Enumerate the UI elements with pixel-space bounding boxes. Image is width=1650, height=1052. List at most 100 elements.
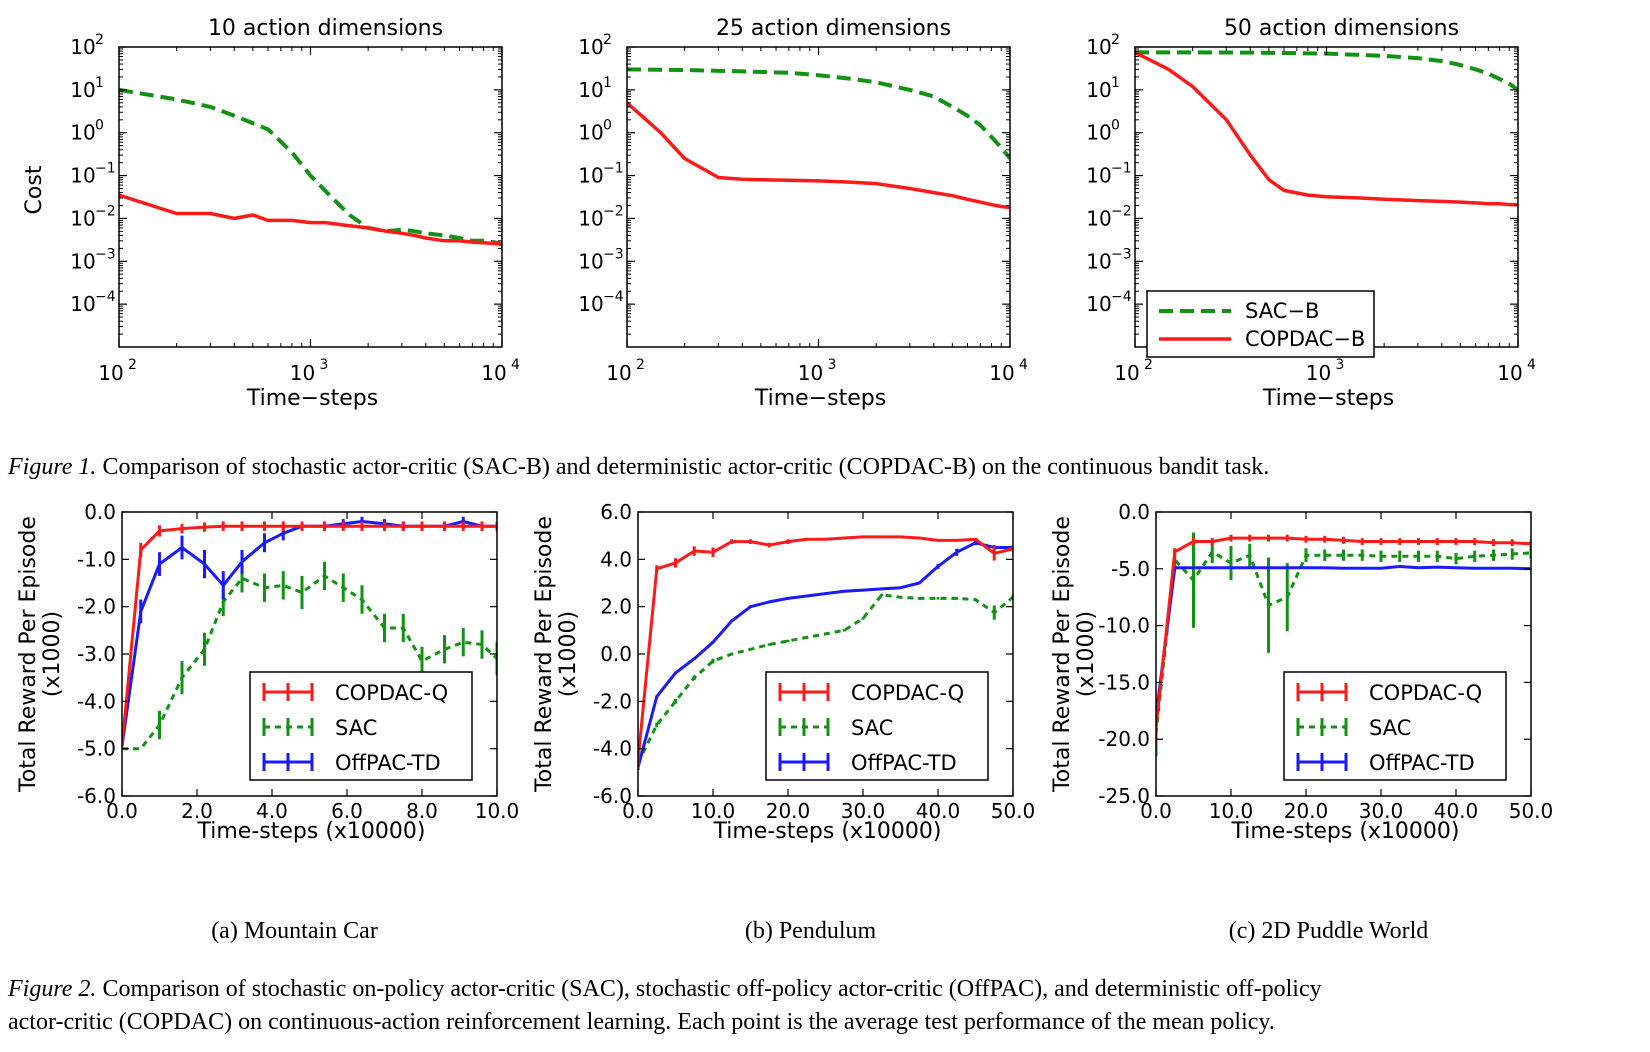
x-tick-label: 10 bbox=[606, 361, 631, 385]
x-tick-label: 0.0 bbox=[622, 799, 654, 823]
series-line-copdac-b bbox=[1135, 50, 1518, 207]
series-line bbox=[122, 524, 497, 747]
x-tick-label: 20.0 bbox=[766, 799, 811, 823]
y-tick-label: -2.0 bbox=[77, 595, 116, 619]
x-tick-label: 10 bbox=[798, 361, 823, 385]
y-tick-exponent: −2 bbox=[1111, 203, 1132, 219]
y-tick-exponent: 2 bbox=[1111, 32, 1120, 48]
x-tick-label: 10 bbox=[98, 361, 123, 385]
x-tick-exponent: 2 bbox=[1144, 357, 1153, 373]
y-tick-exponent: −1 bbox=[1111, 161, 1132, 177]
y-tick-label: -25.0 bbox=[1098, 784, 1150, 808]
legend-label-sac: SAC bbox=[1369, 716, 1411, 740]
y-tick-exponent: 2 bbox=[603, 32, 612, 48]
legend-label-sac: SAC bbox=[851, 716, 893, 740]
x-tick-exponent: 4 bbox=[1019, 357, 1028, 373]
y-tick-label: 10 bbox=[1086, 164, 1111, 188]
legend-label-sac-b: SAC−B bbox=[1245, 299, 1319, 323]
y-tick-label: 10 bbox=[70, 121, 95, 145]
y-tick-exponent: 0 bbox=[603, 118, 612, 134]
x-tick-exponent: 3 bbox=[828, 357, 837, 373]
figure1-caption: Figure 1. Comparison of stochastic actor… bbox=[7, 454, 1269, 480]
x-tick-label: 10 bbox=[1497, 361, 1522, 385]
figure1-caption-label: Figure 1. bbox=[7, 454, 102, 480]
y-tick-label: 4.0 bbox=[600, 547, 632, 571]
x-tick-label: 0.0 bbox=[1140, 799, 1172, 823]
x-axis-label: Time-steps (x10000) bbox=[1231, 819, 1460, 844]
y-tick-exponent: −4 bbox=[95, 289, 116, 305]
series-sac bbox=[638, 593, 1013, 766]
y-tick-label: 10 bbox=[1086, 206, 1111, 230]
legend-label-copdac-q: COPDAC-Q bbox=[1369, 681, 1482, 705]
y-tick-label: 10 bbox=[70, 292, 95, 316]
legend-label-copdac-q: COPDAC-Q bbox=[851, 681, 964, 705]
y-tick-label: 10 bbox=[70, 78, 95, 102]
figure2-caption-label: Figure 2. bbox=[7, 976, 102, 1002]
y-tick-label: 10 bbox=[578, 249, 603, 273]
x-tick-label: 20.0 bbox=[1284, 799, 1329, 823]
y-axis-label: Total Reward Per Episode bbox=[532, 516, 557, 793]
y-tick-exponent: −3 bbox=[95, 246, 116, 262]
y-tick-exponent: −3 bbox=[603, 246, 624, 262]
y-tick-exponent: −1 bbox=[603, 161, 624, 177]
cost-chart-2: 10 2 10 3 10 410 210 110 010 −110 −210 −310 −425 act… bbox=[578, 16, 1028, 411]
x-tick-label: 8.0 bbox=[406, 799, 438, 823]
legend-label-copdac-q: COPDAC-Q bbox=[335, 681, 448, 705]
figure1-caption-text: Figure 1. Comparison of stochastic actor… bbox=[7, 454, 1269, 480]
legend-figure1: SAC−B COPDAC−B bbox=[1146, 290, 1375, 358]
y-tick-label: -2.0 bbox=[593, 689, 632, 713]
series-line-copdac-b bbox=[627, 101, 1010, 210]
y-axis-label-units: (x1000) bbox=[40, 611, 65, 697]
y-tick-label: 10 bbox=[70, 249, 95, 273]
x-tick-label: 30.0 bbox=[841, 799, 886, 823]
legend: COPDAC-Q SAC OffPAC-TD bbox=[249, 671, 473, 781]
figure2-caption-body: Comparison of stochastic on-policy actor… bbox=[102, 976, 1321, 1002]
plot-frame bbox=[118, 46, 503, 348]
y-tick-label: 10 bbox=[578, 121, 603, 145]
x-tick-label: 50.0 bbox=[991, 799, 1036, 823]
figure2-caption: Figure 2. Comparison of stochastic on-po… bbox=[7, 976, 1322, 1035]
chart-title: 25 action dimensions bbox=[716, 16, 951, 41]
y-tick-label: 0.0 bbox=[84, 500, 116, 524]
cost-chart-1: 10 2 10 3 10 410 210 110 010 −110 −210 −310 −410 act… bbox=[22, 16, 520, 411]
y-tick-exponent: 0 bbox=[1111, 118, 1120, 134]
y-tick-label: 10 bbox=[578, 35, 603, 59]
y-tick-label: -15.0 bbox=[1098, 670, 1150, 694]
legend-label-offpac-td: OffPAC-TD bbox=[851, 751, 957, 775]
subfigure-caption: (c) 2D Puddle World bbox=[1229, 918, 1429, 944]
y-tick-label: 10 bbox=[70, 164, 95, 188]
y-tick-label: -3.0 bbox=[77, 642, 116, 666]
y-tick-label: 10 bbox=[1086, 78, 1111, 102]
y-tick-label: -5.0 bbox=[1111, 557, 1150, 581]
y-tick-exponent: 1 bbox=[95, 75, 104, 91]
legend-label-sac: SAC bbox=[335, 716, 377, 740]
x-tick-label: 2.0 bbox=[181, 799, 213, 823]
y-tick-label: 2.0 bbox=[600, 595, 632, 619]
series-sac bbox=[122, 561, 497, 751]
x-tick-label: 10.0 bbox=[691, 799, 736, 823]
cost-chart-3: 10 2 10 3 10 410 210 110 010 −110 −210 −310 −450 act… bbox=[1086, 16, 1536, 411]
y-tick-label: 0.0 bbox=[600, 642, 632, 666]
y-tick-exponent: 0 bbox=[95, 118, 104, 134]
y-tick-label: 10 bbox=[578, 164, 603, 188]
series-offpac-td bbox=[638, 540, 1013, 770]
x-tick-label: 4.0 bbox=[256, 799, 288, 823]
reward-chart-c: 0.0 10.0 20.0 30.0 40.0 50.0 0.0 -5.0 -10.0 -15.0… bbox=[1050, 500, 1553, 944]
y-axis-label: Total Reward Per Episode bbox=[1050, 516, 1075, 793]
x-tick-label: 0.0 bbox=[106, 799, 138, 823]
x-tick-exponent: 2 bbox=[128, 357, 137, 373]
y-axis-label-units: (x1000) bbox=[556, 611, 581, 697]
y-tick-label: -20.0 bbox=[1098, 727, 1150, 751]
y-axis-label: Cost bbox=[22, 165, 47, 214]
plot-frame bbox=[1155, 511, 1532, 797]
y-tick-label: -10.0 bbox=[1098, 614, 1150, 638]
y-tick-label: -6.0 bbox=[77, 784, 116, 808]
x-tick-exponent: 3 bbox=[320, 357, 329, 373]
x-tick-label: 50.0 bbox=[1509, 799, 1554, 823]
series-copdac-q bbox=[638, 535, 1013, 768]
x-tick-label: 10.0 bbox=[1209, 799, 1254, 823]
y-tick-label: 10 bbox=[1086, 249, 1111, 273]
x-tick-exponent: 4 bbox=[1527, 357, 1536, 373]
y-tick-exponent: −1 bbox=[95, 161, 116, 177]
x-tick-label: 40.0 bbox=[1434, 799, 1479, 823]
